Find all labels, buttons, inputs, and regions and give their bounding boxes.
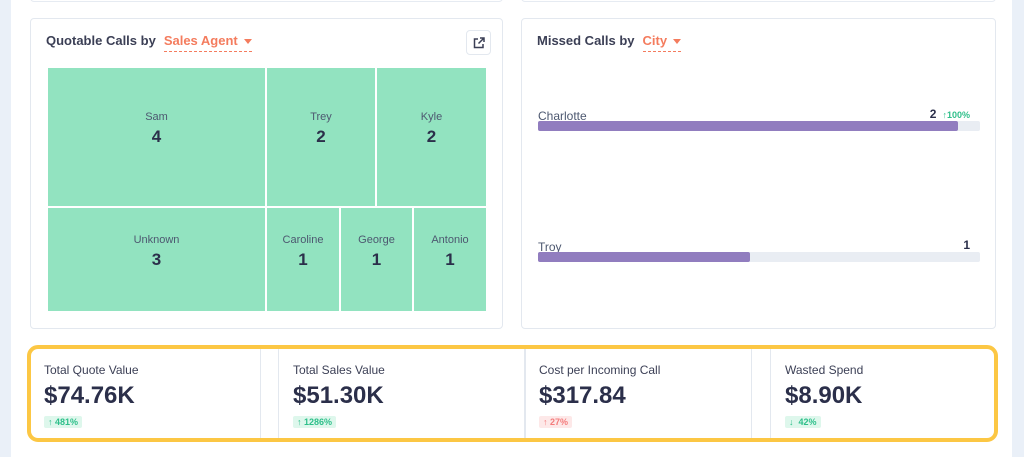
card-title: Missed Calls by City	[537, 33, 682, 52]
treemap-cell[interactable]: Trey 2	[267, 68, 375, 206]
row-value: 1	[963, 238, 970, 252]
treemap-cell[interactable]: Caroline 1	[267, 208, 339, 311]
cell-label: Caroline	[282, 233, 324, 246]
kpi-value: $317.84	[539, 382, 626, 409]
dimension-dropdown[interactable]: City	[642, 33, 682, 52]
previous-card-right	[521, 0, 996, 2]
change-text: 1286%	[304, 417, 333, 427]
title-text: Missed Calls by	[537, 33, 635, 48]
cell-value: 1	[298, 249, 308, 269]
bar-row[interactable]: Troy 1	[538, 238, 980, 262]
open-external-button[interactable]	[466, 30, 491, 55]
cell-label: George	[358, 233, 395, 246]
kpi-title: Wasted Spend	[785, 363, 864, 377]
kpi-value: $51.30K	[293, 382, 384, 409]
cell-label: Antonio	[431, 233, 469, 246]
cell-value: 1	[371, 249, 382, 269]
change-text: 100%	[946, 110, 970, 120]
change-text: 481%	[55, 417, 79, 427]
treemap-cell[interactable]: George 1	[341, 208, 412, 311]
page-margin-right	[1012, 0, 1024, 457]
kpi-total-sales-value[interactable]: Total Sales Value $51.30K ↑ 1286%	[278, 349, 526, 438]
kpi-value: $74.76K	[44, 382, 135, 409]
change-text: 27%	[550, 417, 569, 427]
kpi-highlight-box: Total Quote Value $74.76K ↑ 481% Total S…	[27, 345, 998, 442]
cell-label: Kyle	[420, 111, 443, 123]
kpi-title: Cost per Incoming Call	[539, 363, 661, 377]
kpi-change: ↑ 481%	[44, 416, 83, 428]
caret-down-icon	[243, 39, 252, 45]
cell-value: 2	[316, 127, 326, 146]
change-text: 42%	[798, 417, 817, 427]
cell-value: 4	[151, 127, 162, 146]
change-badge: ↑100%	[942, 110, 970, 120]
row-label: Troy	[538, 240, 562, 254]
cell-label: Unknown	[133, 233, 180, 246]
external-link-icon	[473, 36, 485, 48]
row-value: 2	[929, 107, 937, 121]
bar-track	[538, 121, 980, 131]
cell-value: 3	[151, 249, 162, 269]
row-value-group: 2 ↑100%	[930, 107, 970, 121]
kpi-title: Total Quote Value	[44, 363, 139, 377]
bar-fill	[538, 252, 751, 262]
row-label: Charlotte	[538, 109, 587, 123]
cell-label: Sam	[145, 111, 168, 123]
dropdown-label: Sales Agent	[163, 33, 238, 48]
bar-row[interactable]: Charlotte 2 ↑100%	[538, 107, 980, 131]
treemap-cell[interactable]: Kyle 2	[377, 68, 486, 206]
quotable-calls-card: Quotable Calls by Sales Agent Sam 4 Trey 2 …	[30, 18, 503, 329]
cell-value: 1	[445, 249, 455, 269]
kpi-change: ↑ 27%	[539, 416, 573, 428]
caret-down-icon	[673, 39, 682, 45]
kpi-total-quote-value[interactable]: Total Quote Value $74.76K ↑ 481%	[30, 349, 261, 438]
kpi-value: $8.90K	[785, 382, 863, 409]
treemap-cell[interactable]: Sam 4	[48, 68, 265, 206]
card-title: Quotable Calls by Sales Agent	[46, 33, 252, 52]
treemap-cell[interactable]: Antonio 1	[414, 208, 486, 311]
previous-card	[30, 0, 503, 2]
cell-label: Trey	[310, 111, 332, 123]
bar-fill	[538, 121, 958, 131]
missed-calls-card: Missed Calls by City Charlotte 2 ↑100% Tro…	[521, 18, 996, 329]
kpi-change: ↓ 42%	[785, 416, 821, 428]
cell-value: 2	[426, 127, 437, 146]
treemap-cell[interactable]: Unknown 3	[48, 208, 265, 311]
kpi-wasted-spend[interactable]: Wasted Spend $8.90K ↓ 42%	[770, 349, 994, 438]
page-margin	[0, 0, 11, 457]
bar-track	[538, 252, 980, 262]
kpi-change: ↑ 1286%	[293, 416, 337, 428]
kpi-cost-per-incoming-call[interactable]: Cost per Incoming Call $317.84 ↑ 27%	[524, 349, 752, 438]
dropdown-label: City	[642, 33, 668, 48]
kpi-title: Total Sales Value	[293, 363, 385, 377]
title-text: Quotable Calls by	[46, 33, 156, 48]
dimension-dropdown[interactable]: Sales Agent	[163, 33, 252, 52]
